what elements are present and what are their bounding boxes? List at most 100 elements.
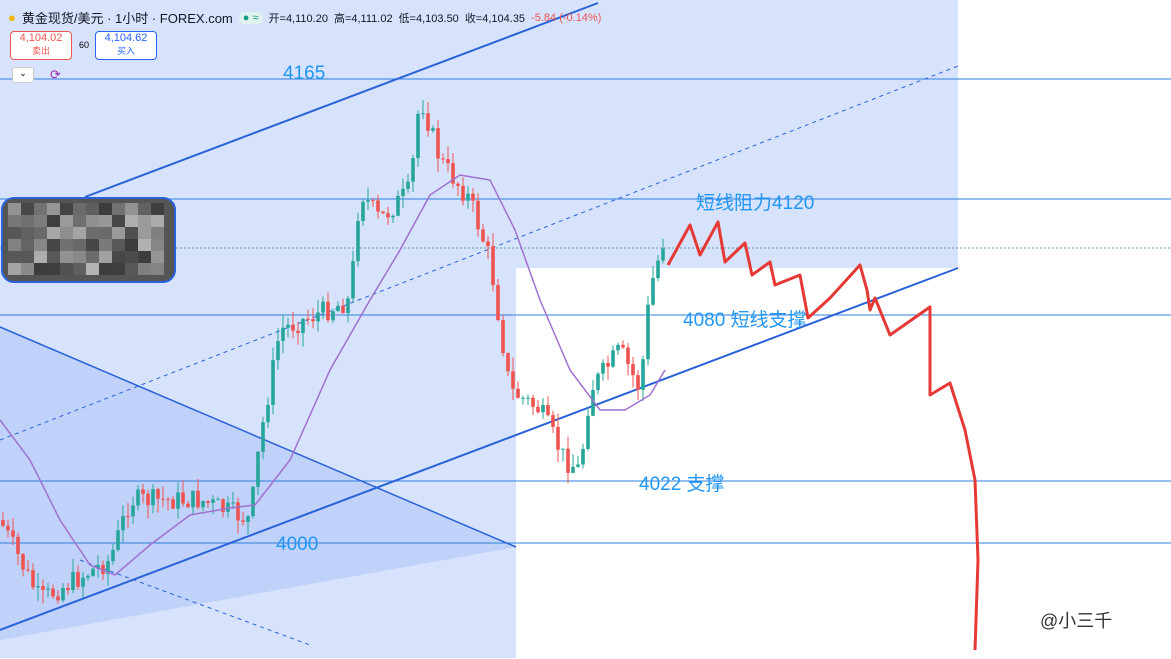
candle-body [291,324,295,331]
mosaic-cell [86,227,99,239]
channel-line [0,267,959,631]
candle-body [196,490,200,508]
candle-body [456,183,460,186]
candle-body [491,246,495,286]
candle-body [371,200,375,202]
candle-body [16,536,20,555]
candle-body [356,220,360,262]
candle-body [161,498,165,500]
candle-body [436,128,440,159]
mosaic-cell [47,215,60,227]
candle-body [231,502,235,504]
mosaic-cell [8,215,21,227]
candle-body [446,159,450,164]
mosaic-cell [151,203,164,215]
change: -5.84 (-0.14%) [531,11,602,24]
watermark: @小三千 [1040,611,1113,631]
mosaic-cell [21,251,34,263]
mosaic-cell [73,263,86,275]
ohlc-close: 收=4,104.35 [464,12,526,25]
mosaic-cell [34,203,47,215]
candle-body [526,397,530,399]
forecast-line [666,220,980,651]
candle-body [421,113,425,115]
candle-body [601,362,605,374]
mosaic-cell [60,227,73,239]
annotation: 4000 [276,534,319,555]
mosaic-cell [86,251,99,263]
candle-body [86,575,90,578]
candle-body [256,451,260,487]
candle-body [636,375,640,390]
candle-body [191,490,195,508]
mosaic-cell [151,251,164,263]
symbol-title[interactable]: 黄金现货/美元 · 1小时 · FOREX.com [21,11,233,26]
spread: 60 [79,40,90,50]
mosaic-cell [21,227,34,239]
mosaic-cell [99,239,112,251]
candle-body [621,344,625,348]
sell-label: 卖出 [31,46,50,56]
mosaic-cell [138,263,151,275]
mosaic-cell [125,227,138,239]
sell-price: 4,104.02 [19,32,63,44]
candle-body [611,350,615,367]
candle-body [376,200,380,212]
candle-body [96,564,100,569]
levels [0,78,1171,544]
candle-body [366,200,370,202]
candle-body [426,113,430,131]
mosaic-cell [8,239,21,251]
candle-body [466,193,470,201]
mosaic-cell [8,203,21,215]
candle-body [176,492,180,509]
candle-body [391,215,395,218]
mosaic-cell [99,215,112,227]
mosaic-cell [34,263,47,275]
candle-body [51,588,55,597]
mosaic-cell [60,263,73,275]
buy-button[interactable]: 4,104.62 买入 [95,31,157,60]
candle-body [281,327,285,341]
candle-body [266,404,270,423]
candle-body [246,516,250,522]
candle-body [516,388,520,398]
candle-body [316,312,320,322]
candle-body [406,181,410,189]
candle-body [566,448,570,473]
mosaic-cell [138,251,151,263]
candle-body [296,330,300,334]
mosaic-cell [34,215,47,227]
indicator-icon[interactable]: ⟳ [50,67,61,82]
candle-body [271,360,275,405]
candle-body [536,406,540,413]
candle-body [116,530,120,550]
mosaic-cell [112,215,125,227]
candle-body [501,320,505,354]
candle-body [171,499,175,509]
candle-body [156,489,160,499]
candle-body [486,241,490,247]
candle-body [136,489,140,506]
candle-body [201,501,205,508]
collapse-button[interactable]: ⌄ [12,67,34,83]
candle-body [216,499,220,501]
mosaic-cell [99,227,112,239]
candle-body [451,163,455,184]
candle-body [26,569,30,571]
candle-body [221,499,225,512]
candle-body [1,520,5,526]
candle-body [381,211,385,214]
candle-body [476,200,480,230]
candle-body [496,285,500,321]
candle-body [6,525,10,531]
moving-average [0,174,666,576]
candle-body [546,405,550,416]
candle-body [301,318,305,334]
sell-button[interactable]: 4,104.02 卖出 [10,31,72,60]
candle-body [556,426,560,450]
mosaic-cell [21,203,34,215]
candle-body [111,549,115,562]
candle-body [226,502,230,512]
